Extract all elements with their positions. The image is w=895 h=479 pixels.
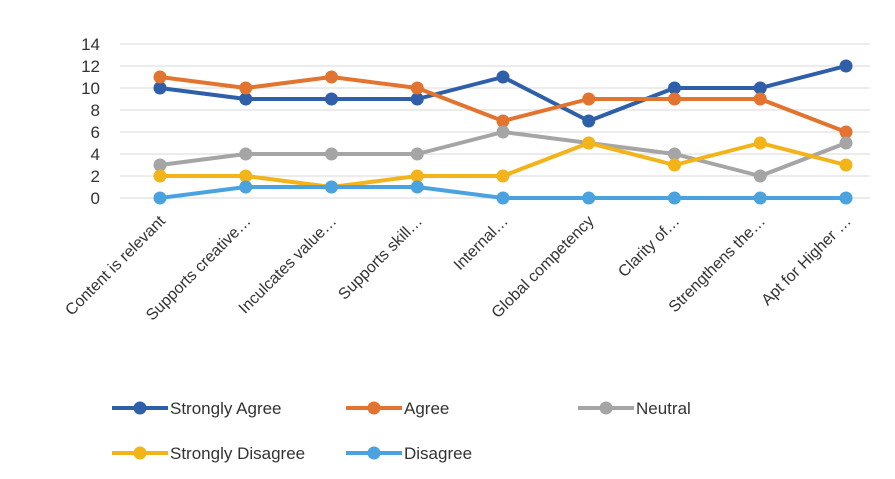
data-point (753, 92, 767, 106)
data-point (582, 92, 596, 106)
data-point (325, 180, 338, 194)
y-tick-label: 2 (91, 167, 100, 186)
data-point (325, 92, 338, 106)
y-axis-ticks: 0 2 4 6 8 10 12 14 (81, 35, 100, 208)
data-point (325, 70, 338, 84)
data-point (410, 147, 424, 161)
y-tick-label: 0 (91, 189, 100, 208)
y-tick-label: 12 (81, 57, 100, 76)
legend-label: Disagree (404, 444, 472, 463)
data-point (668, 191, 681, 205)
x-category-label: Internal… (451, 213, 512, 274)
data-point (839, 158, 853, 172)
legend-marker (133, 401, 147, 415)
series-lines (153, 59, 853, 205)
data-point (239, 92, 253, 106)
legend-item: Agree (346, 399, 449, 418)
data-point (239, 180, 253, 194)
legend-label: Neutral (636, 399, 691, 418)
legend-marker (599, 401, 613, 415)
series-strongly-disagree (153, 136, 853, 194)
legend-item: Strongly Agree (112, 399, 282, 418)
legend: Strongly Agree Agree Neutral Strongly Disag… (112, 399, 691, 463)
x-category-label: Strengthens the… (666, 213, 769, 316)
legend-label: Agree (404, 399, 449, 418)
data-point (582, 114, 596, 128)
x-category-label: Clarity of… (615, 213, 683, 281)
x-category-label: Apt for Higher … (759, 213, 855, 309)
data-point (496, 125, 510, 139)
x-category-label: Supports skill… (335, 213, 426, 304)
data-point (839, 59, 853, 73)
data-point (582, 191, 596, 205)
data-point (496, 191, 510, 205)
legend-item: Disagree (346, 444, 472, 463)
data-point (153, 169, 167, 183)
data-point (839, 191, 853, 205)
data-point (839, 136, 853, 150)
y-tick-label: 8 (91, 101, 100, 120)
series-strongly-agree (153, 59, 853, 128)
data-point (239, 81, 253, 95)
data-point (668, 92, 681, 106)
data-point (753, 81, 767, 95)
legend-item: Neutral (578, 399, 691, 418)
data-point (325, 147, 338, 161)
data-point (410, 169, 424, 183)
series-agree (153, 70, 853, 139)
data-point (753, 169, 767, 183)
data-point (153, 70, 167, 84)
y-tick-label: 4 (91, 145, 100, 164)
x-category-label: Inculcates value… (236, 213, 340, 317)
data-point (496, 70, 510, 84)
y-tick-label: 6 (91, 123, 100, 142)
legend-marker (367, 401, 381, 415)
data-point (239, 147, 253, 161)
data-point (668, 158, 681, 172)
data-point (410, 81, 424, 95)
data-point (496, 169, 510, 183)
data-point (153, 191, 167, 205)
y-tick-label: 10 (81, 79, 100, 98)
data-point (410, 180, 424, 194)
y-tick-label: 14 (81, 35, 100, 54)
data-point (668, 147, 681, 161)
legend-marker (133, 446, 147, 460)
series-neutral (153, 125, 853, 183)
series-disagree (153, 180, 853, 205)
data-point (410, 92, 424, 106)
data-point (153, 158, 167, 172)
data-point (753, 136, 767, 150)
legend-item: Strongly Disagree (112, 444, 305, 463)
legend-marker (367, 446, 381, 460)
data-point (753, 191, 767, 205)
data-point (153, 81, 167, 95)
data-point (496, 114, 510, 128)
data-point (582, 136, 596, 150)
legend-label: Strongly Agree (170, 399, 282, 418)
legend-label: Strongly Disagree (170, 444, 305, 463)
data-point (668, 81, 681, 95)
data-point (839, 125, 853, 139)
data-point (239, 169, 253, 183)
